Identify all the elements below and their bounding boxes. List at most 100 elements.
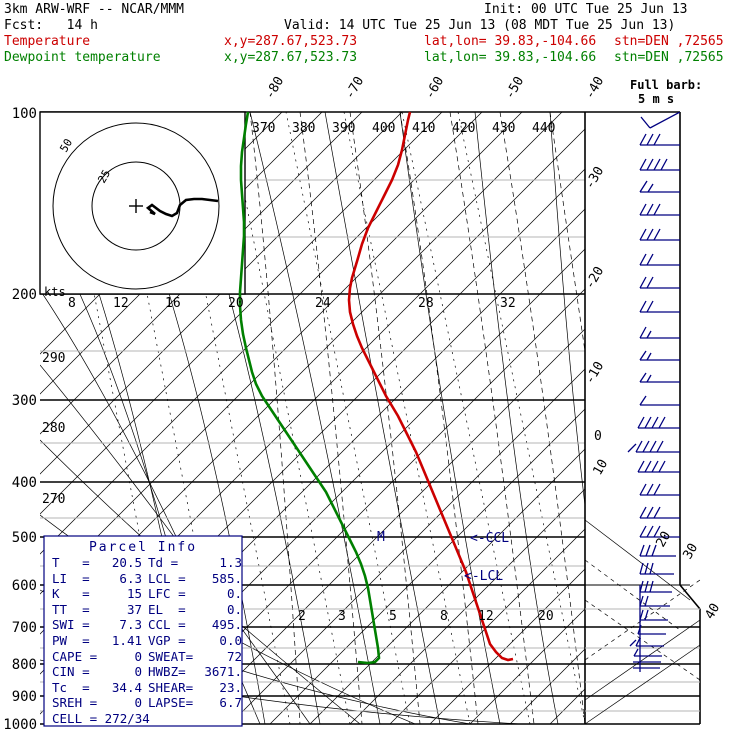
parcel-key-left: PW = [52, 632, 90, 648]
right-temp-30: 30 [680, 541, 701, 562]
parcel-value-left: 20.5 [111, 555, 142, 570]
barb-legend-title: Full barb: [630, 78, 703, 92]
parcel-value-left: 6.3 [119, 570, 142, 586]
parcel-info-cell: CELL = 272/34 [52, 710, 150, 726]
parcel-info-row: PW = 1.41 VGP = 0.0 [52, 632, 242, 649]
mixing-ratio-labels-mid: 8 12 16 20 24 28 32 [68, 296, 516, 311]
pressure-tick-200: 200 [12, 287, 37, 303]
mixed-parcel-marker: M [377, 530, 385, 545]
parcel-value-left: 34.4 [111, 679, 142, 695]
hodograph-ring-label-50: 50 [57, 137, 75, 155]
legend-temperature-stn: stn=DEN ,72565 [614, 34, 724, 49]
parcel-value-left: 15 [126, 586, 142, 602]
parcel-key-right: SHEAR= [148, 679, 194, 695]
legend-temperature-label: Temperature [4, 34, 91, 49]
parcel-key-left: Tc = [52, 679, 90, 695]
parcel-value-right: 6.7 [219, 695, 242, 711]
parcel-value-right: 3671. [204, 664, 242, 680]
parcel-key-left: K = [52, 586, 90, 602]
top-temp-tick--50: -50 [502, 74, 527, 102]
pressure-tick-700: 700 [12, 620, 37, 636]
parcel-value-left: 1.41 [111, 632, 142, 648]
legend-dewpoint-stn: stn=DEN ,72565 [614, 50, 724, 65]
parcel-key-right: Td = [148, 555, 179, 570]
mixing-bottom-12: 12 [478, 609, 494, 624]
parcel-value-left: 37 [126, 601, 142, 617]
wind-barb [627, 440, 680, 453]
parcel-key-right: LFC = [148, 586, 186, 602]
mixing-bottom-20: 20 [538, 609, 554, 624]
parcel-info-box [43, 535, 243, 727]
legend-dewpoint-xy: x,y=287.67,523.73 [224, 50, 358, 65]
pressure-tick-400: 400 [12, 475, 37, 491]
parcel-value-right: 0. [226, 586, 242, 602]
parcel-key-right: SWEAT= [148, 648, 194, 664]
mixing-bottom-5: 5 [389, 609, 397, 624]
pressure-tick-500: 500 [12, 530, 37, 546]
hodograph-outer-ring [52, 122, 220, 290]
dewpoint-trace [238, 111, 381, 665]
mixing-ratio-labels-bottom: 2 3 5 8 12 20 [298, 609, 554, 624]
wind-barb [639, 595, 670, 607]
wind-barb [640, 112, 680, 129]
parcel-value-left: 0 [134, 664, 142, 680]
pressure-tick-1000: 1000 [3, 717, 37, 733]
wind-barb [639, 180, 680, 193]
legend-dewpoint-label: Dewpoint temperature [4, 50, 161, 65]
parcel-info-row: Tc = 34.4 SHEAR= 23. [52, 679, 242, 696]
mixing-label-32: 32 [500, 296, 516, 311]
parcel-key-left: CAPE = [52, 648, 98, 664]
parcel-value-left: 0 [134, 648, 142, 664]
theta-e-400: 400 [372, 121, 395, 136]
parcel-value-left: 0 [134, 695, 142, 711]
parcel-info-row: K = 15 LFC = 0. [52, 586, 242, 602]
barb-column-isobars [585, 584, 700, 712]
parcel-value-right: 495. [211, 617, 242, 633]
right-temp--30: -30 [582, 164, 607, 192]
barb-column-extra-lines [584, 519, 701, 725]
moist-adiabat-lines [249, 112, 585, 724]
parcel-value-right: 585. [211, 570, 242, 586]
theta-e-370: 370 [252, 121, 275, 136]
theta-e-410: 410 [412, 121, 435, 136]
mixing-label-8: 8 [68, 296, 76, 311]
pressure-tick-300: 300 [12, 393, 37, 409]
parcel-key-left: CIN = [52, 664, 90, 680]
wind-barb [639, 525, 680, 538]
wind-barb [637, 416, 680, 429]
temperature-trace [347, 111, 514, 662]
top-temp-tick--60: -60 [422, 74, 447, 102]
theta-290: 290 [42, 351, 65, 366]
pressure-tick-800: 800 [12, 657, 37, 673]
mixing-label-12: 12 [113, 296, 129, 311]
wind-barb [639, 562, 674, 575]
barb-column-frame [584, 111, 701, 725]
theta-e-380: 380 [292, 121, 315, 136]
parcel-value-right: 0. [226, 601, 242, 617]
theta-e-430: 430 [492, 121, 515, 136]
legend-dewpoint-latlon: lat,lon= 39.83,-104.66 [424, 50, 597, 65]
parcel-info-row: LI = 6.3 LCL = 585. [52, 570, 242, 587]
pressure-tick-900: 900 [12, 689, 37, 705]
forecast-hour: Fcst: 14 h [4, 18, 98, 33]
theta-e-440: 440 [532, 121, 555, 136]
parcel-info-row: CAPE = 0 SWEAT= 72 [52, 648, 242, 665]
barb-legend-value: 5 m s [638, 92, 675, 106]
parcel-info-row: T = 20.5 Td = 1.3 [52, 555, 242, 571]
wind-barb [639, 544, 676, 557]
parcel-key-right: LAPSE= [148, 695, 194, 711]
mixing-bottom-2: 2 [298, 609, 306, 624]
theta-e-390: 390 [332, 121, 355, 136]
parcel-value-right: 23. [219, 679, 242, 695]
mixing-label-16: 16 [165, 296, 181, 311]
parcel-info-rows: T = 20.5 Td = 1.3 LI = 6.3 LCL = 585. K = 15 LFC =… [46, 555, 242, 711]
top-temp-tick--80: -80 [262, 74, 287, 102]
right-temp-20: 20 [653, 529, 674, 550]
pressure-tick-100: 100 [12, 106, 37, 122]
wind-barb [633, 648, 662, 657]
mixing-label-28: 28 [418, 296, 434, 311]
wind-barb [639, 276, 680, 289]
parcel-value-left: 7.3 [119, 617, 142, 633]
legend-temperature-xy: x,y=287.67,523.73 [224, 34, 358, 49]
